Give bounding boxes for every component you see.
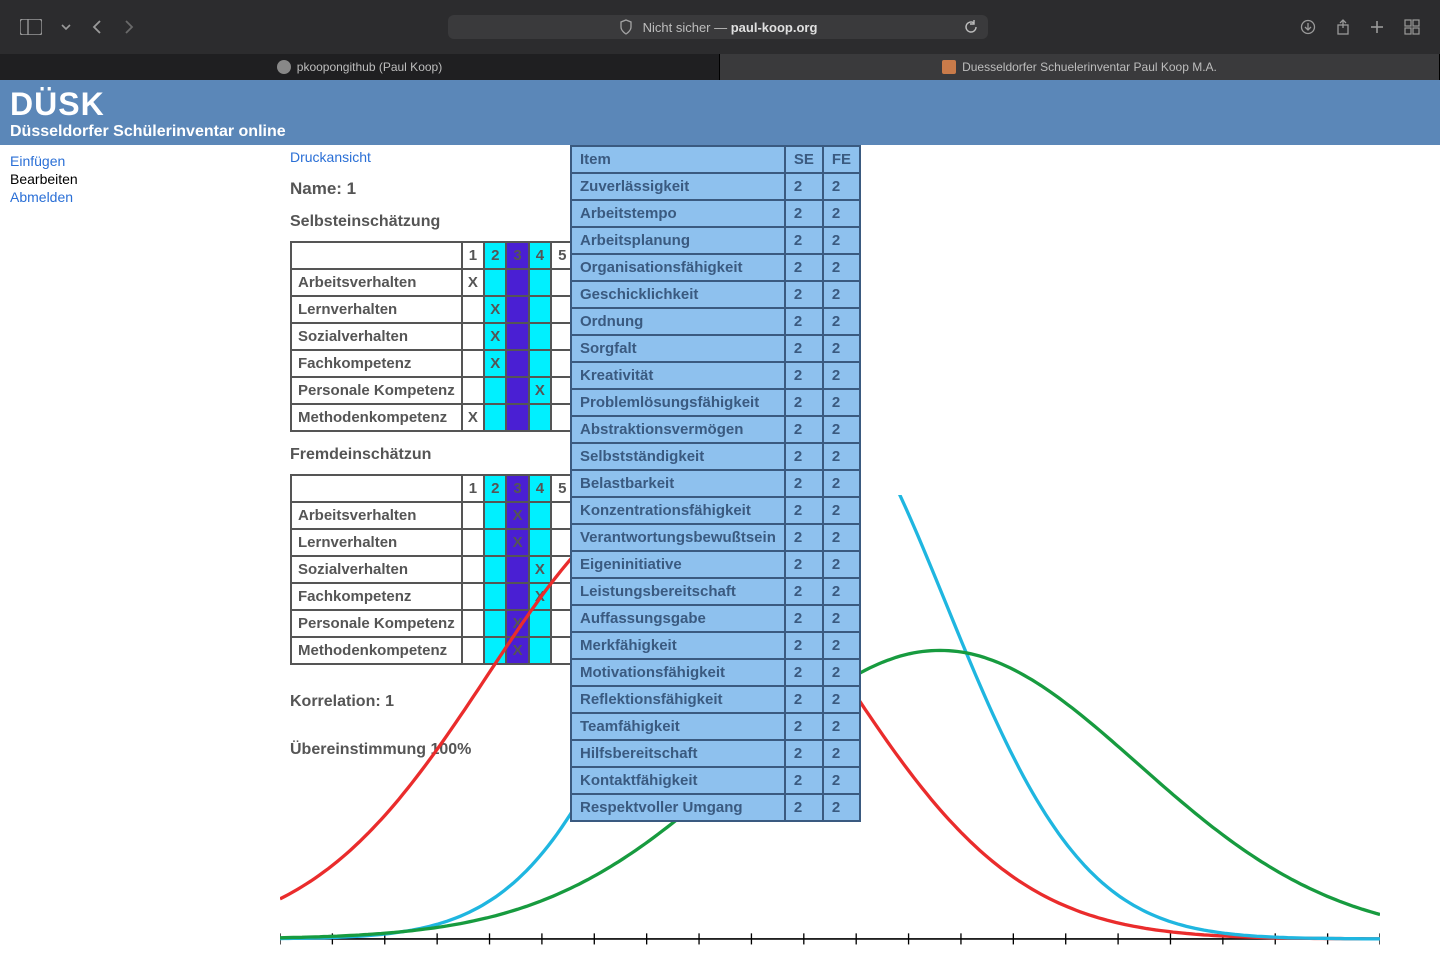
item-row: Konzentrationsfähigkeit22	[571, 497, 860, 524]
rating-cell: X	[484, 350, 506, 377]
rating-cell	[529, 350, 551, 377]
rating-cell: X	[484, 296, 506, 323]
github-icon	[277, 60, 291, 74]
rating-cell	[506, 377, 528, 404]
rating-cell: X	[462, 404, 484, 431]
item-header: SE	[785, 146, 823, 173]
self-heading: Selbsteinschätzung	[290, 213, 574, 231]
item-row: Selbstständigkeit22	[571, 443, 860, 470]
other-heading: Fremdeinschätzun	[290, 446, 574, 464]
rating-row-label: Personale Kompetenz	[291, 377, 462, 404]
rating-row-label: Methodenkompetenz	[291, 404, 462, 431]
back-icon[interactable]	[90, 19, 104, 35]
item-row: Arbeitsplanung22	[571, 227, 860, 254]
item-row: Sorgfalt22	[571, 335, 860, 362]
rating-cell: X	[462, 269, 484, 296]
rating-cell	[462, 323, 484, 350]
rating-cell	[506, 350, 528, 377]
browser-toolbar: Nicht sicher — paul-koop.org	[0, 0, 1440, 54]
page-header: DÜSK Düsseldorfer Schülerinventar online	[0, 80, 1440, 145]
tab-label: Duesseldorfer Schuelerinventar Paul Koop…	[962, 60, 1217, 74]
name-label: Name: 1	[290, 179, 574, 199]
item-row: Arbeitstempo22	[571, 200, 860, 227]
item-row: Hilfsbereitschaft22	[571, 740, 860, 767]
new-tab-icon[interactable]	[1370, 20, 1384, 34]
item-row: Zuverlässigkeit22	[571, 173, 860, 200]
item-row: Merkfähigkeit22	[571, 632, 860, 659]
item-row: Leistungsbereitschaft22	[571, 578, 860, 605]
tab-label: pkoopongithub (Paul Koop)	[297, 60, 442, 74]
item-row: Kontaktfähigkeit22	[571, 767, 860, 794]
browser-tab[interactable]: Duesseldorfer Schuelerinventar Paul Koop…	[720, 54, 1440, 80]
item-row: Respektvoller Umgang22	[571, 794, 860, 821]
sidebar-item[interactable]: Bearbeiten	[10, 171, 270, 187]
item-row: Kreativität22	[571, 362, 860, 389]
forward-icon[interactable]	[122, 19, 136, 35]
rating-cell	[506, 404, 528, 431]
sidebar-item[interactable]: Einfügen	[10, 153, 270, 169]
rating-cell	[462, 377, 484, 404]
item-row: Eigeninitiative22	[571, 551, 860, 578]
url-bar[interactable]: Nicht sicher — paul-koop.org	[448, 15, 988, 39]
rating-row-label: Fachkompetenz	[291, 350, 462, 377]
rating-cell	[506, 296, 528, 323]
rating-cell	[506, 269, 528, 296]
rating-cell	[462, 350, 484, 377]
item-row: Motivationsfähigkeit22	[571, 659, 860, 686]
rating-cell	[529, 296, 551, 323]
app-subtitle: Düsseldorfer Schülerinventar online	[10, 123, 1430, 141]
rating-cell: X	[484, 323, 506, 350]
shield-icon	[619, 19, 633, 35]
main-content: Druckansicht Name: 1 Selbsteinschätzung …	[280, 145, 574, 759]
share-icon[interactable]	[1336, 19, 1350, 35]
rating-cell	[529, 404, 551, 431]
rating-cell	[506, 323, 528, 350]
item-row: Reflektionsfähigkeit22	[571, 686, 860, 713]
rating-cell	[462, 296, 484, 323]
reload-icon[interactable]	[964, 20, 978, 34]
download-icon[interactable]	[1300, 19, 1316, 35]
tabs-overview-icon[interactable]	[1404, 19, 1420, 35]
item-row: Abstraktionsvermögen22	[571, 416, 860, 443]
item-row: Problemlösungsfähigkeit22	[571, 389, 860, 416]
item-row: Organisationsfähigkeit22	[571, 254, 860, 281]
sidebar: Einfügen Bearbeiten Abmelden	[0, 145, 280, 759]
rating-cell	[484, 269, 506, 296]
rating-row-label: Arbeitsverhalten	[291, 269, 462, 296]
app-title: DÜSK	[10, 86, 1430, 123]
browser-tab[interactable]: pkoopongithub (Paul Koop)	[0, 54, 720, 80]
rating-cell: X	[529, 377, 551, 404]
rating-row-label: Lernverhalten	[291, 296, 462, 323]
self-rating-table: 12345ArbeitsverhaltenXLernverhaltenXSozi…	[290, 241, 574, 432]
item-row: Belastbarkeit22	[571, 470, 860, 497]
chevron-down-icon[interactable]	[60, 21, 72, 33]
rating-cell	[529, 323, 551, 350]
rating-cell	[529, 269, 551, 296]
item-row: Verantwortungsbewußtsein22	[571, 524, 860, 551]
print-link[interactable]: Druckansicht	[290, 149, 371, 165]
rating-row-label: Sozialverhalten	[291, 323, 462, 350]
rating-cell	[484, 404, 506, 431]
item-header: Item	[571, 146, 785, 173]
item-row: Teamfähigkeit22	[571, 713, 860, 740]
sidebar-item[interactable]: Abmelden	[10, 189, 270, 205]
item-row: Geschicklichkeit22	[571, 281, 860, 308]
browser-tabbar: pkoopongithub (Paul Koop) Duesseldorfer …	[0, 54, 1440, 80]
sidebar-toggle-icon[interactable]	[20, 19, 42, 35]
item-table: ItemSEFEZuverlässigkeit22Arbeitstempo22A…	[570, 145, 861, 822]
item-row: Ordnung22	[571, 308, 860, 335]
item-row: Auffassungsgabe22	[571, 605, 860, 632]
url-text: Nicht sicher — paul-koop.org	[643, 20, 818, 35]
item-header: FE	[823, 146, 860, 173]
favicon-avatar-icon	[942, 60, 956, 74]
rating-cell	[484, 377, 506, 404]
